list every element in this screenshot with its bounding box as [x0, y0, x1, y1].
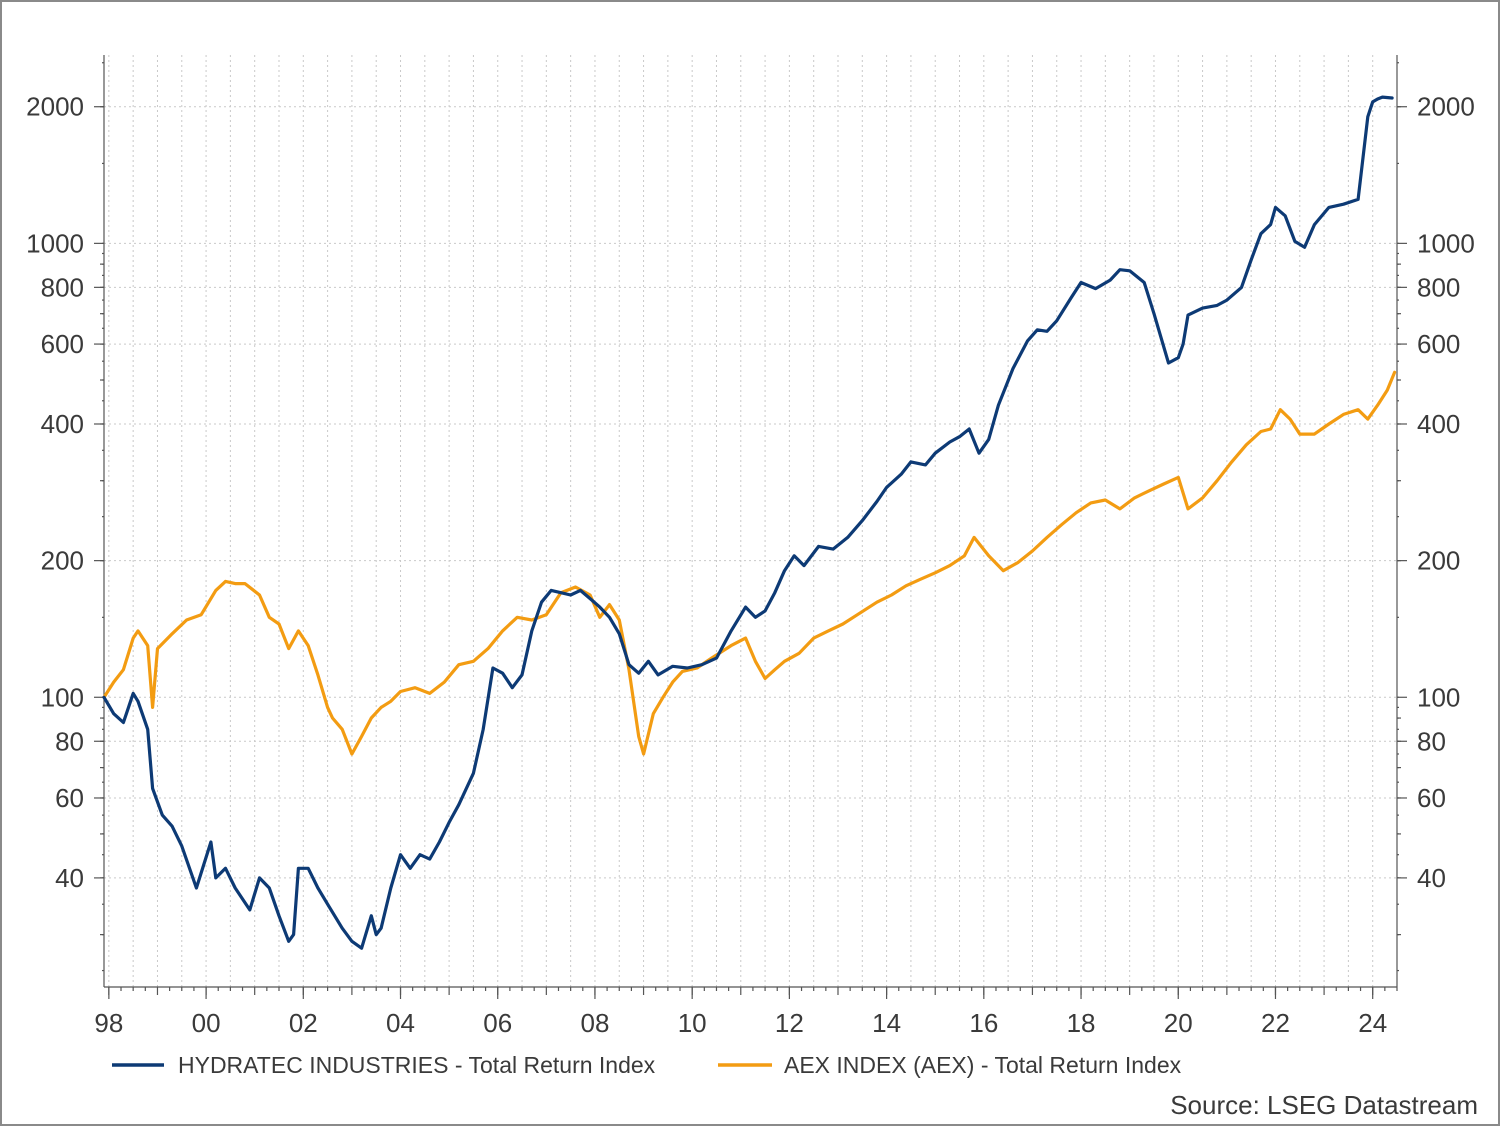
x-tick-label: 12: [775, 1008, 804, 1038]
legend-label: HYDRATEC INDUSTRIES - Total Return Index: [178, 1052, 656, 1078]
y-tick-label-left: 80: [55, 726, 84, 756]
x-tick-label: 00: [192, 1008, 221, 1038]
source-label: Source: LSEG Datastream: [1170, 1090, 1478, 1120]
y-tick-label-left: 100: [41, 682, 84, 712]
series-line-1: [102, 370, 1397, 756]
x-tick-label: 98: [94, 1008, 123, 1038]
legend: HYDRATEC INDUSTRIES - Total Return Index…: [112, 1052, 1182, 1078]
y-tick-label-right: 400: [1417, 409, 1460, 439]
x-tick-label: 22: [1261, 1008, 1290, 1038]
y-tick-label-left: 200: [41, 546, 84, 576]
grid: [104, 55, 1398, 987]
series-group: [102, 95, 1397, 950]
y-tick-label-right: 80: [1417, 726, 1446, 756]
y-tick-label-right: 200: [1417, 546, 1460, 576]
y-tick-label-left: 400: [41, 409, 84, 439]
legend-label: AEX INDEX (AEX) - Total Return Index: [784, 1052, 1182, 1078]
x-tick-label: 16: [969, 1008, 998, 1038]
y-tick-label-right: 1000: [1417, 228, 1475, 258]
y-tick-label-right: 40: [1417, 863, 1446, 893]
x-tick-label: 14: [872, 1008, 901, 1038]
x-tick-label: 24: [1358, 1008, 1387, 1038]
y-tick-label-left: 800: [41, 272, 84, 302]
y-tick-label-right: 60: [1417, 783, 1446, 813]
y-tick-label-right: 100: [1417, 682, 1460, 712]
x-tick-label: 02: [289, 1008, 318, 1038]
y-tick-label-left: 60: [55, 783, 84, 813]
y-tick-label-right: 800: [1417, 272, 1460, 302]
y-tick-label-left: 2000: [26, 92, 84, 122]
x-tick-label: 20: [1164, 1008, 1193, 1038]
x-tick-label: 04: [386, 1008, 415, 1038]
x-tick-label: 06: [483, 1008, 512, 1038]
y-tick-label-left: 1000: [26, 228, 84, 258]
y-tick-label-left: 600: [41, 329, 84, 359]
series-line-0: [102, 95, 1394, 950]
x-tick-label: 10: [678, 1008, 707, 1038]
x-tick-label: 18: [1067, 1008, 1096, 1038]
y-tick-label-right: 600: [1417, 329, 1460, 359]
y-tick-label-right: 2000: [1417, 92, 1475, 122]
y-tick-label-left: 40: [55, 863, 84, 893]
x-tick-label: 08: [580, 1008, 609, 1038]
